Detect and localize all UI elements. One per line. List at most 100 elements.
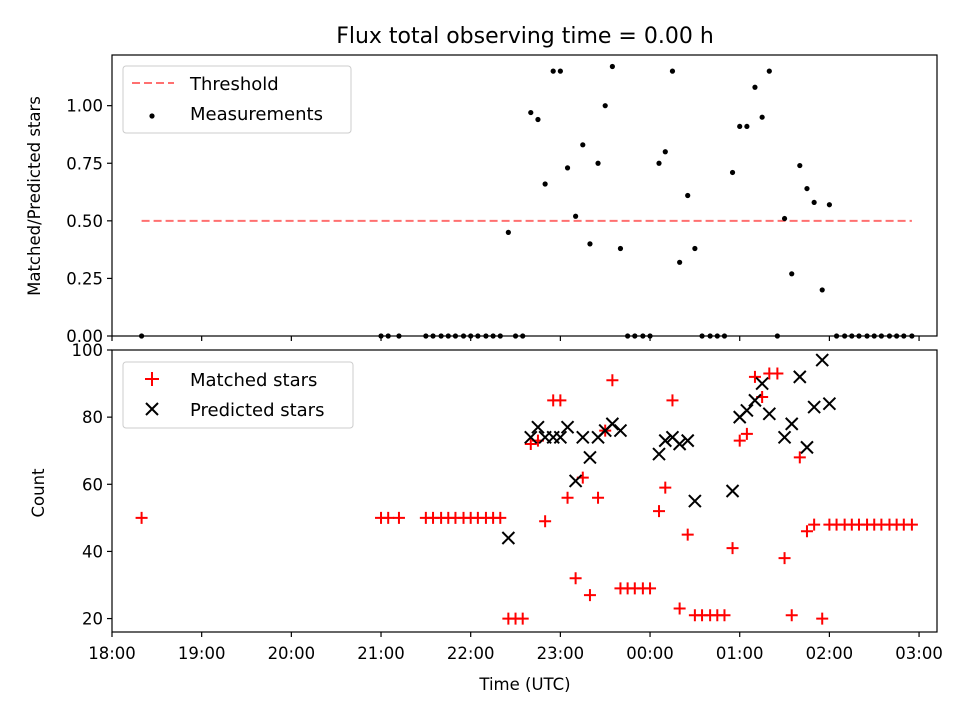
- legend-predicted-swatch: [145, 402, 159, 416]
- predicted-star-point: [613, 423, 628, 438]
- predicted-star-point: [822, 397, 837, 411]
- matched-star-point: [659, 481, 672, 494]
- matched-star-point: [516, 612, 529, 625]
- predicted-star-point: [560, 420, 575, 434]
- x-tick-label: 18:00: [88, 644, 136, 663]
- measurement-point: [573, 213, 579, 219]
- matched-star-point: [905, 518, 918, 531]
- count-y-axis-label: Count: [29, 468, 48, 518]
- matched-star-point: [135, 511, 148, 524]
- measurement-point: [550, 68, 556, 74]
- measurement-point: [729, 169, 736, 176]
- measurement-point: [609, 63, 615, 70]
- predicted-star-point: [748, 393, 762, 408]
- count-plot-area: [135, 353, 918, 625]
- ratio-y-tick-label: 0.75: [66, 154, 103, 173]
- legend-matched-label: Matched stars: [190, 370, 317, 391]
- measurement-point: [804, 185, 810, 192]
- predicted-star-point: [762, 407, 777, 421]
- matched-star-point: [524, 438, 537, 450]
- count-y-tick-label: 40: [82, 542, 103, 561]
- predicted-star-point: [531, 420, 545, 434]
- matched-star-point: [644, 582, 657, 595]
- measurement-point: [564, 165, 571, 171]
- measurement-point: [752, 84, 758, 90]
- measurement-point: [557, 68, 563, 74]
- measurement-point: [542, 181, 548, 187]
- measurement-point: [595, 160, 601, 166]
- measurement-point: [811, 199, 817, 206]
- ratio-x-ticks: [111, 336, 920, 341]
- ratio-y-tick-label: 1.00: [66, 97, 103, 116]
- measurement-point: [826, 202, 832, 208]
- ratio-y-tick-label: 0.00: [66, 327, 103, 346]
- chart-title: Flux total observing time = 0.00 h: [336, 24, 714, 49]
- matched-star-point: [748, 370, 761, 383]
- measurement-point: [759, 114, 765, 120]
- x-tick-label: 22:00: [447, 644, 495, 663]
- matched-star-point: [733, 434, 746, 447]
- measurement-point: [656, 160, 662, 166]
- matched-star-point: [392, 511, 405, 524]
- ratio-panel: Flux total observing time = 0.00 h 0.00 0…: [25, 24, 938, 346]
- x-tick-label: 03:00: [895, 644, 943, 663]
- measurement-point: [744, 123, 750, 130]
- matched-star-point: [653, 505, 666, 518]
- legend-threshold-label: Threshold: [189, 74, 279, 95]
- matched-star-point: [771, 367, 784, 380]
- measurement-point: [669, 68, 676, 74]
- predicted-star-point: [553, 430, 568, 444]
- predicted-star-point: [672, 437, 687, 451]
- count-panel: 20 40 60 80 100 18:00 19:00 20:00 21:00 22:00 23:…: [29, 341, 943, 694]
- x-tick-label: 01:00: [716, 644, 764, 663]
- matched-star-point: [673, 602, 686, 615]
- measurement-point: [535, 116, 541, 123]
- predicted-star-point: [652, 447, 666, 461]
- measurement-point: [819, 287, 825, 293]
- legend-measurements-label: Measurements: [190, 104, 323, 125]
- ratio-axes-frame: [111, 54, 938, 337]
- matched-star-point: [816, 612, 829, 625]
- x-tick-label: 20:00: [268, 644, 316, 663]
- measurement-point: [587, 241, 593, 247]
- matched-star-point: [569, 572, 582, 585]
- matched-star-point: [793, 451, 806, 464]
- legend-measurements-swatch: [149, 113, 155, 119]
- measurement-point: [602, 103, 608, 109]
- ratio-legend: Threshold Measurements: [122, 65, 352, 134]
- measurement-point: [737, 123, 743, 130]
- predicted-star-point: [777, 430, 792, 444]
- matched-star-point: [800, 525, 813, 538]
- x-tick-label: 00:00: [626, 644, 674, 663]
- count-y-tick-label: 100: [72, 341, 104, 360]
- predicted-star-point: [658, 433, 672, 448]
- matched-star-point: [592, 491, 605, 504]
- ratio-plot-area: [138, 63, 915, 339]
- measurement-point: [528, 109, 534, 116]
- measurement-point: [685, 192, 691, 199]
- ratio-y-ticks: 0.00 0.25 0.50 0.75 1.00: [66, 97, 112, 346]
- matched-star-point: [539, 515, 552, 528]
- matched-star-point: [808, 518, 821, 531]
- ratio-legend-box: [122, 65, 352, 134]
- predicted-star-point: [501, 531, 516, 545]
- matched-star-point: [583, 589, 596, 602]
- measurement-point: [580, 142, 586, 148]
- matched-star-point: [561, 491, 574, 504]
- predicted-star-point: [793, 370, 807, 384]
- x-tick-label: 19:00: [178, 644, 226, 663]
- measurement-point: [692, 245, 698, 252]
- matched-star-point: [382, 511, 395, 524]
- legend-matched-swatch: [145, 372, 159, 386]
- ratio-y-tick-label: 0.25: [66, 269, 103, 288]
- x-tick-label: 23:00: [537, 644, 585, 663]
- measurement-point: [781, 215, 788, 222]
- measurement-point: [505, 229, 511, 235]
- predicted-star-point: [680, 433, 695, 448]
- measurement-point: [617, 245, 624, 252]
- measurement-point: [766, 68, 772, 74]
- count-axes-frame: [111, 349, 938, 633]
- measurement-point: [797, 162, 803, 169]
- matched-star-point: [778, 552, 791, 565]
